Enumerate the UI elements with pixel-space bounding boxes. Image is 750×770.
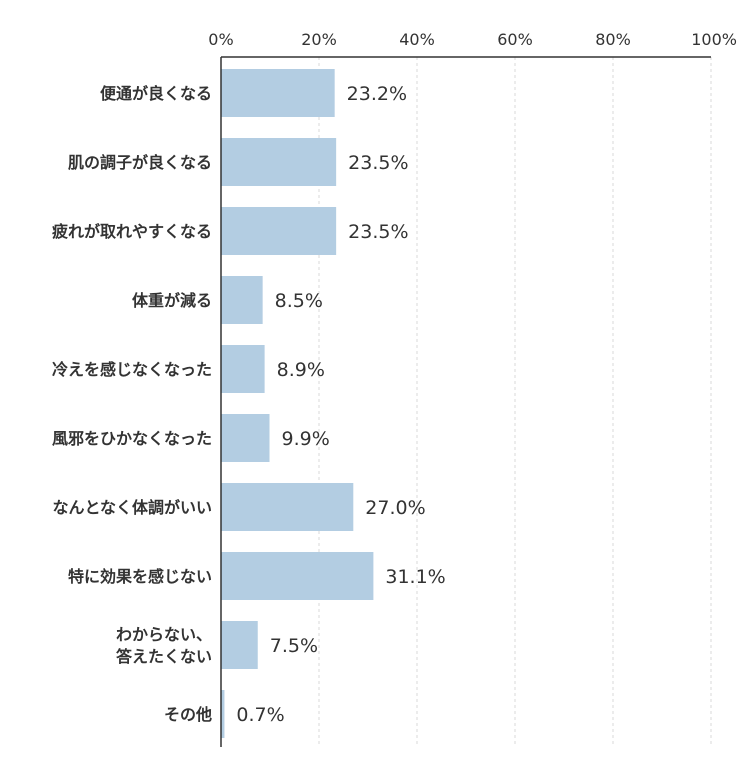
category-label: その他 [164,705,212,724]
bar [221,552,374,600]
category-label: 便通が良くなる [100,84,212,103]
category-label: 肌の調子が良くなる [68,153,212,172]
category-label: 冷えを感じなくなった [52,360,212,379]
bar [221,690,225,738]
value-label: 23.5% [348,221,408,243]
value-label: 9.9% [282,428,330,450]
value-label: 0.7% [236,704,284,726]
x-tick-label: 60% [497,30,533,49]
bar [221,414,270,462]
bar [221,483,354,531]
bar [221,207,337,255]
value-label: 31.1% [385,566,445,588]
bar [221,621,258,669]
category-label: 疲れが取れやすくなる [52,222,212,241]
value-label: 8.5% [275,290,323,312]
value-label: 23.5% [348,152,408,174]
x-tick-label: 20% [301,30,337,49]
value-label: 8.9% [277,359,325,381]
category-label: なんとなく体調がいい [52,498,212,517]
value-label: 7.5% [270,635,318,657]
bar [221,69,335,117]
category-label: 体重が減る [132,291,212,310]
category-label: わからない、答えたくない [116,625,212,666]
x-tick-label: 40% [399,30,435,49]
bars [221,69,374,738]
category-label: 風邪をひかなくなった [52,429,212,448]
x-tick-label: 80% [595,30,631,49]
value-label: 23.2% [347,83,407,105]
value-label: 27.0% [365,497,425,519]
category-label: 特に効果を感じない [68,567,212,586]
bar [221,138,337,186]
axes [220,56,711,747]
bar [221,276,263,324]
x-tick-label: 100% [691,30,737,49]
bar [221,345,265,393]
x-tick-label: 0% [208,30,233,49]
labels: 0% 20% 40% 60% 80% 100% 便通が良くなる 23.2% 肌の調子が良くなる 2… [52,30,737,726]
